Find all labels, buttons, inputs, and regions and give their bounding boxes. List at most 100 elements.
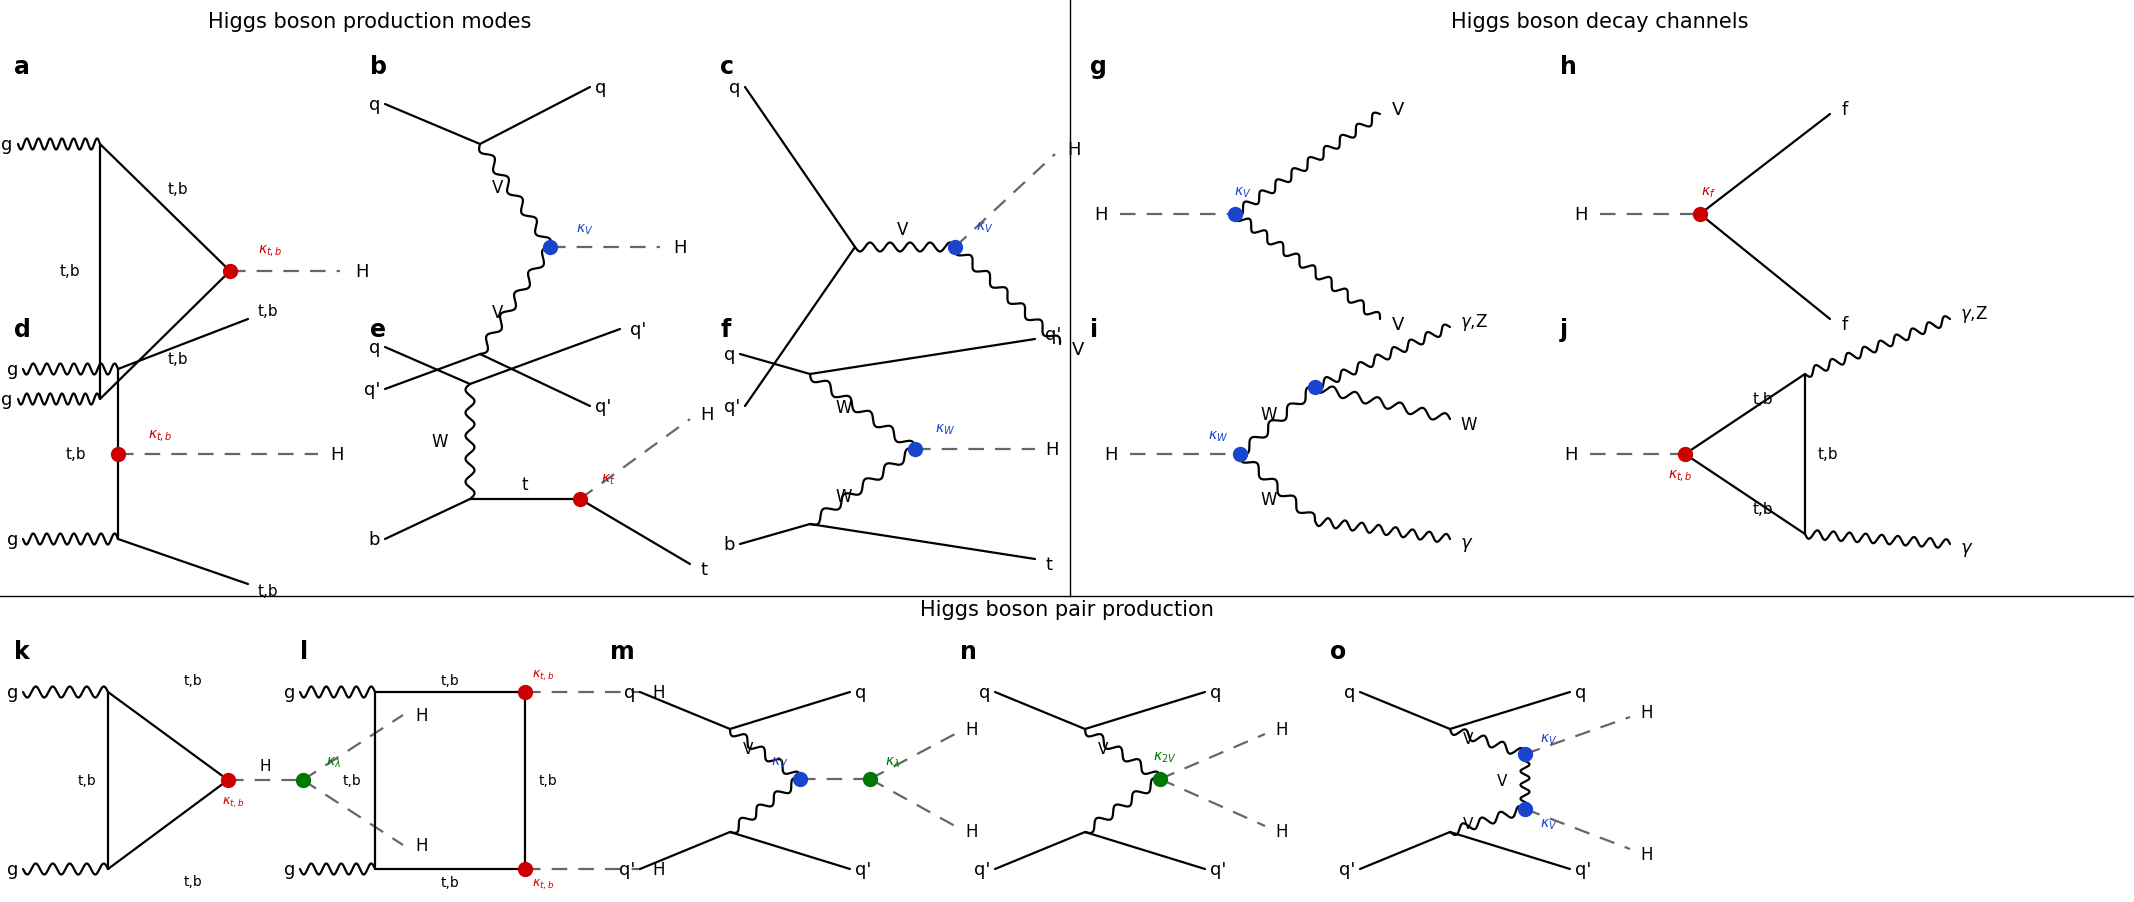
Text: $\kappa_{t,b}$: $\kappa_{t,b}$ bbox=[147, 429, 173, 444]
Text: t,b: t,b bbox=[258, 304, 280, 319]
Text: V: V bbox=[1464, 732, 1472, 747]
Text: $\kappa_{\lambda}$: $\kappa_{\lambda}$ bbox=[883, 755, 898, 769]
Text: g: g bbox=[6, 860, 17, 878]
Text: $\kappa_{t,b}$: $\kappa_{t,b}$ bbox=[1667, 469, 1692, 484]
Text: o: o bbox=[1329, 640, 1347, 663]
Text: V: V bbox=[896, 221, 909, 239]
Text: t: t bbox=[521, 475, 529, 493]
Text: f: f bbox=[719, 318, 730, 342]
Text: $\kappa_{V}$: $\kappa_{V}$ bbox=[576, 223, 593, 237]
Text: $\kappa_{t,b}$: $\kappa_{t,b}$ bbox=[531, 668, 555, 683]
Text: g: g bbox=[1090, 55, 1108, 78]
Text: H: H bbox=[672, 239, 687, 257]
Text: k: k bbox=[15, 640, 30, 663]
Text: $\kappa_{W}$: $\kappa_{W}$ bbox=[1208, 429, 1227, 444]
Text: q: q bbox=[728, 78, 740, 97]
Text: q': q' bbox=[1338, 860, 1355, 878]
Text: j: j bbox=[1560, 318, 1568, 342]
Text: H: H bbox=[700, 406, 713, 424]
Text: H: H bbox=[354, 262, 369, 281]
Text: q: q bbox=[1575, 683, 1586, 701]
Text: H: H bbox=[965, 822, 977, 840]
Text: W: W bbox=[834, 399, 851, 417]
Text: q': q' bbox=[1575, 860, 1592, 878]
Text: H: H bbox=[1105, 446, 1118, 464]
Text: q': q' bbox=[856, 860, 871, 878]
Text: V: V bbox=[1071, 341, 1084, 359]
Text: W: W bbox=[431, 433, 448, 450]
Text: V: V bbox=[1391, 316, 1404, 334]
Text: $\kappa_{\lambda}$: $\kappa_{\lambda}$ bbox=[327, 755, 341, 769]
Text: q: q bbox=[623, 683, 636, 701]
Text: g: g bbox=[6, 361, 17, 379]
Text: $\kappa_{2V}$: $\kappa_{2V}$ bbox=[1152, 750, 1176, 764]
Text: q: q bbox=[595, 78, 606, 97]
Text: V: V bbox=[1099, 741, 1108, 757]
Text: H: H bbox=[1575, 206, 1588, 224]
Text: H: H bbox=[1564, 446, 1577, 464]
Text: q: q bbox=[723, 345, 734, 364]
Text: $\kappa_{t}$: $\kappa_{t}$ bbox=[602, 473, 615, 487]
Text: t,b: t,b bbox=[1752, 392, 1773, 407]
Text: g: g bbox=[284, 860, 294, 878]
Text: c: c bbox=[719, 55, 734, 78]
Text: H: H bbox=[1067, 141, 1080, 159]
Text: $\kappa_{f}$: $\kappa_{f}$ bbox=[1701, 186, 1716, 200]
Text: W: W bbox=[1460, 416, 1477, 434]
Text: d: d bbox=[15, 318, 30, 342]
Text: H: H bbox=[414, 706, 427, 724]
Text: H: H bbox=[1095, 206, 1108, 224]
Text: $\kappa_{V}$: $\kappa_{V}$ bbox=[1541, 732, 1558, 746]
Text: e: e bbox=[369, 318, 386, 342]
Text: t,b: t,b bbox=[341, 773, 361, 787]
Text: t,b: t,b bbox=[1752, 502, 1773, 517]
Text: $\gamma$: $\gamma$ bbox=[1959, 540, 1974, 558]
Text: q': q' bbox=[363, 381, 380, 399]
Text: q': q' bbox=[973, 860, 990, 878]
Text: t,b: t,b bbox=[1818, 447, 1840, 462]
Text: Higgs boson production modes: Higgs boson production modes bbox=[209, 12, 531, 32]
Text: H: H bbox=[1274, 720, 1287, 738]
Text: Higgs boson decay channels: Higgs boson decay channels bbox=[1451, 12, 1748, 32]
Text: H: H bbox=[414, 836, 427, 854]
Text: V: V bbox=[493, 179, 504, 197]
Text: t: t bbox=[1046, 556, 1052, 574]
Text: q: q bbox=[1344, 683, 1355, 701]
Text: t: t bbox=[700, 560, 706, 578]
Text: H: H bbox=[653, 860, 664, 878]
Text: q': q' bbox=[619, 860, 636, 878]
Text: $\gamma$,Z: $\gamma$,Z bbox=[1959, 304, 1987, 325]
Text: t,b: t,b bbox=[258, 584, 280, 599]
Text: m: m bbox=[610, 640, 634, 663]
Text: b: b bbox=[723, 536, 734, 554]
Text: $\gamma$,Z: $\gamma$,Z bbox=[1460, 312, 1487, 333]
Text: t,b: t,b bbox=[440, 875, 459, 889]
Text: V: V bbox=[1464, 816, 1472, 832]
Text: f: f bbox=[1842, 316, 1848, 334]
Text: t,b: t,b bbox=[60, 264, 79, 280]
Text: $\kappa_{t,b}$: $\kappa_{t,b}$ bbox=[531, 877, 555, 891]
Text: W: W bbox=[1259, 406, 1276, 424]
Text: n: n bbox=[960, 640, 977, 663]
Text: H: H bbox=[1641, 845, 1652, 863]
Text: q: q bbox=[369, 96, 380, 114]
Text: q: q bbox=[369, 338, 380, 356]
Text: q': q' bbox=[1210, 860, 1227, 878]
Text: $\kappa_{V}$: $\kappa_{V}$ bbox=[1541, 817, 1558, 832]
Text: $\kappa_{V}$: $\kappa_{V}$ bbox=[1233, 186, 1253, 200]
Text: H: H bbox=[1274, 822, 1287, 840]
Text: q: q bbox=[856, 683, 866, 701]
Text: b: b bbox=[369, 530, 380, 548]
Text: t,b: t,b bbox=[169, 352, 188, 367]
Text: t,b: t,b bbox=[540, 773, 557, 787]
Text: g: g bbox=[6, 530, 17, 548]
Text: q: q bbox=[1210, 683, 1221, 701]
Text: g: g bbox=[284, 683, 294, 701]
Text: H: H bbox=[1641, 704, 1652, 722]
Text: t,b: t,b bbox=[169, 182, 188, 198]
Text: H: H bbox=[653, 683, 664, 701]
Text: q': q' bbox=[630, 320, 647, 338]
Text: W: W bbox=[834, 487, 851, 505]
Text: t,b: t,b bbox=[66, 447, 85, 462]
Text: $\kappa_{V}$: $\kappa_{V}$ bbox=[975, 221, 994, 235]
